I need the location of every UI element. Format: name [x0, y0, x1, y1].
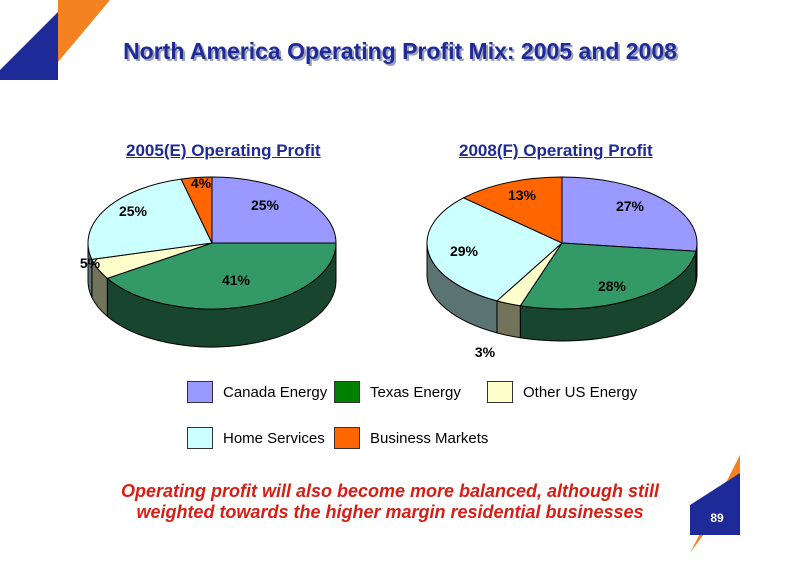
pie-label-home-services: 29% [450, 243, 479, 259]
pie-slice-business-markets [462, 176, 563, 244]
chart-title-2008: 2008(F) Operating Profit [459, 141, 653, 160]
legend-label: Home Services [223, 429, 325, 447]
footer-line-2: weighted towards the higher margin resid… [136, 502, 644, 522]
pie-label-texas-energy: 41% [222, 272, 251, 288]
pie-slice-canada-energy [211, 176, 337, 244]
legend-item-texas-energy: Texas Energy [334, 381, 461, 403]
legend-item-home-services: Home Services [187, 427, 325, 449]
legend-swatch [334, 381, 360, 403]
pie-label-other-us-energy: 3% [475, 344, 496, 360]
legend-item-canada-energy: Canada Energy [187, 381, 327, 403]
legend-item-business-markets: Business Markets [334, 427, 488, 449]
legend-label: Other US Energy [523, 383, 638, 401]
legend-label: Canada Energy [223, 383, 328, 401]
bottom-right-corner-decoration [690, 455, 740, 553]
pie-slice-texas-energy [519, 242, 697, 310]
legend-label: Business Markets [370, 429, 489, 447]
pie-label-business-markets: 13% [508, 187, 537, 203]
pie-slice-business-markets [180, 176, 213, 244]
footer-line-1: Operating profit will also become more b… [120, 481, 660, 501]
pie-label-texas-energy: 28% [598, 278, 627, 294]
top-left-corner-decoration [0, 0, 110, 80]
pie-slice-canada-energy [561, 176, 698, 252]
pie-label-canada-energy: 27% [616, 198, 645, 214]
legend-swatch [187, 381, 213, 403]
chart-title-2005: 2005(E) Operating Profit [126, 141, 321, 160]
pie-side-other-us-energy [496, 300, 521, 339]
pie-charts: 25% 41% 5% 25% 4% 27% 28% 3% 29% 13% [80, 175, 698, 360]
legend-swatch [487, 381, 513, 403]
legend-swatch [334, 427, 360, 449]
pie-label-business-markets: 4% [191, 175, 212, 191]
pie-slice-home-services [426, 197, 563, 302]
legend-item-other-us-energy: Other US Energy [487, 381, 637, 403]
pie-label-home-services: 25% [119, 203, 148, 219]
slide-title: North America Operating Profit Mix: 2005… [123, 38, 677, 64]
legend-swatch [187, 427, 213, 449]
pie-slice-home-services [87, 178, 213, 260]
pie-label-canada-energy: 25% [251, 197, 280, 213]
footer-note: Operating profit will also become more b… [80, 481, 700, 523]
pie-label-other-us-energy: 5% [80, 255, 101, 271]
legend-label: Texas Energy [370, 383, 461, 401]
page-number: 89 [710, 511, 724, 525]
